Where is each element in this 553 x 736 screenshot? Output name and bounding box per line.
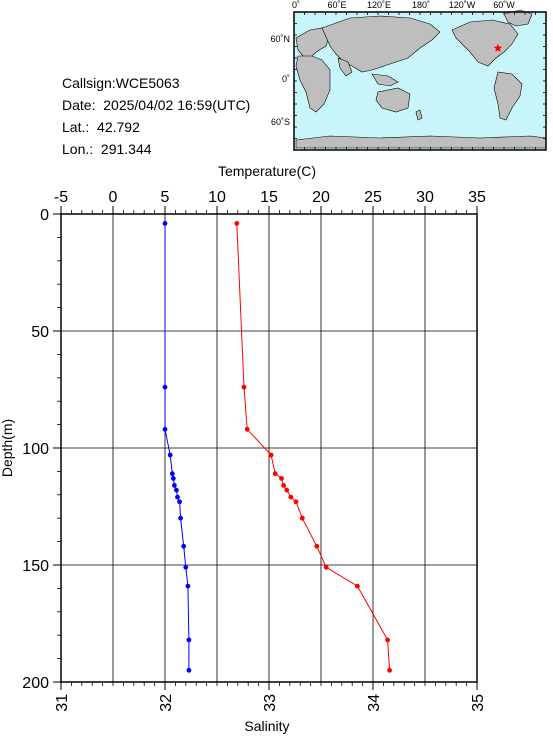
temperature-point	[293, 499, 299, 505]
date-label: Date:	[62, 97, 100, 113]
salinity-point	[185, 583, 191, 589]
temperature-point	[385, 637, 390, 643]
map-lon-label: 120˚W	[449, 0, 476, 10]
temperature-point	[281, 483, 286, 488]
salinity-point	[183, 564, 189, 570]
lat-value: 42.792	[97, 119, 140, 135]
top-axis-tick-label: 5	[161, 189, 170, 206]
salinity-point	[186, 637, 192, 643]
temperature-point	[234, 221, 240, 226]
temperature-point	[284, 487, 290, 493]
lon-row: Lon.: 291.344	[62, 138, 250, 160]
map-lon-label: 0˚	[292, 0, 300, 10]
y-axis-tick-label: 100	[22, 441, 49, 458]
salinity-point	[178, 515, 184, 521]
salinity-point	[162, 426, 168, 432]
top-axis-title: Temperature(C)	[218, 163, 316, 179]
top-axis-tick-label: 35	[468, 189, 486, 206]
map-lat-label: 60˚N	[270, 34, 290, 44]
temperature-line	[236, 223, 391, 671]
salinity-point	[174, 487, 179, 493]
land-africa	[295, 55, 331, 113]
salinity-point	[169, 471, 175, 477]
temperature-point	[268, 452, 274, 458]
salinity-point	[177, 499, 183, 505]
date-row: Date: 2025/04/02 16:59(UTC)	[62, 94, 250, 116]
top-axis-tick-label: 30	[416, 189, 434, 206]
salinity-point	[162, 221, 168, 226]
temperature-point	[387, 667, 392, 673]
map-lon-label: 60˚W	[493, 0, 515, 10]
lat-row: Lat.: 42.792	[62, 116, 250, 138]
temperature-point	[323, 564, 329, 570]
top-axis-tick-label: 10	[208, 189, 226, 206]
temperature-point	[272, 471, 278, 477]
y-axis-tick-label: 0	[40, 207, 49, 224]
temperature-point	[288, 494, 294, 500]
land-indonesia	[371, 73, 399, 87]
land-nz	[415, 109, 423, 121]
land-europe	[295, 27, 331, 59]
bottom-axis-tick-label: 35	[470, 694, 487, 712]
y-axis-tick-label: 50	[31, 324, 49, 341]
bottom-axis-tick-label: 34	[366, 694, 383, 712]
top-axis-tick-label: -5	[54, 189, 68, 206]
callsign-value: WCE5063	[115, 75, 180, 91]
lat-label: Lat.:	[62, 119, 94, 135]
salinity-point	[186, 667, 192, 673]
salinity-point	[172, 483, 177, 488]
land-south-america	[493, 71, 523, 121]
land-north-america	[451, 19, 519, 67]
land-australia	[375, 87, 411, 113]
top-axis-tick-label: 0	[109, 189, 118, 206]
map-lat-label: 60˚S	[271, 117, 290, 127]
temperature-point	[244, 426, 250, 432]
temperature-point	[314, 543, 320, 549]
top-axis-tick-label: 15	[260, 189, 278, 206]
map-lon-label: 120˚E	[367, 0, 391, 10]
map-lat-label: 0˚	[282, 74, 290, 84]
temperature-point	[241, 384, 247, 390]
grid	[60, 213, 478, 683]
date-value: 2025/04/02 16:59(UTC)	[103, 97, 251, 113]
map-land	[295, 9, 547, 149]
map-lon-label: 60˚E	[327, 0, 346, 10]
axis-labels: -5 0 5 10 15 20 25 30 35 31 32 33 34 35 0 50 100 150 200	[22, 189, 487, 712]
callsign-row: Callsign:WCE5063	[62, 72, 250, 94]
salinity-point	[162, 384, 168, 390]
lon-value: 291.344	[100, 141, 152, 157]
station-info: Callsign:WCE5063 Date: 2025/04/02 16:59(…	[62, 72, 250, 160]
bottom-axis-title: Salinity	[244, 718, 289, 734]
land-india	[337, 57, 353, 77]
bottom-axis-tick-label: 33	[262, 694, 279, 712]
bottom-axis-tick-label: 31	[54, 694, 71, 712]
y-axis-tick-label: 200	[22, 675, 49, 692]
top-axis-tick-label: 25	[364, 189, 382, 206]
salinity-point	[170, 476, 176, 481]
station-marker-icon	[493, 43, 503, 52]
salinity-line	[164, 223, 190, 671]
top-axis-tick-label: 20	[312, 189, 330, 206]
salinity-point	[167, 452, 173, 458]
bottom-axis-tick-label: 32	[158, 694, 175, 712]
temperature-point	[355, 583, 360, 589]
lon-label: Lon.:	[62, 141, 98, 157]
axis-ticks	[53, 206, 478, 690]
callsign-label: Callsign:	[62, 75, 116, 91]
salinity-point	[175, 494, 180, 500]
salinity-point	[181, 543, 187, 549]
y-axis-title: Depth(m)	[0, 419, 15, 477]
series	[162, 221, 392, 673]
temperature-point	[279, 476, 284, 481]
temperature-point	[299, 515, 305, 521]
map-lon-label: 180˚	[412, 0, 430, 10]
y-axis-tick-label: 150	[22, 558, 49, 575]
land-antarctica	[295, 135, 547, 149]
